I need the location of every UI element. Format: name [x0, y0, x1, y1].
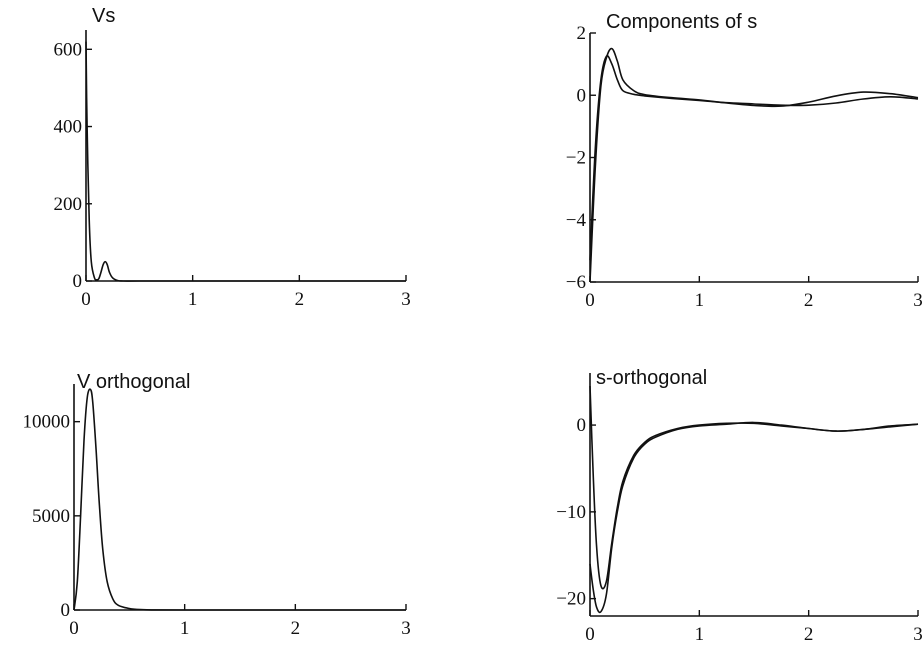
chart-title: Vs [92, 5, 115, 27]
series-line [73, 388, 406, 611]
x-tick-label: 2 [291, 618, 301, 639]
chart-title: s-orthogonal [596, 367, 707, 389]
series-line [589, 47, 919, 283]
x-tick-label: 1 [695, 290, 705, 311]
x-tick-label: 2 [804, 624, 814, 645]
series-line [85, 41, 406, 282]
y-tick-label: 400 [54, 117, 83, 138]
y-tick-label: 600 [54, 39, 83, 60]
x-tick-label: 1 [180, 618, 190, 639]
series-line [589, 385, 919, 590]
y-tick-label: 0 [61, 600, 71, 621]
x-tick-label: 1 [188, 289, 198, 310]
x-tick-label: 3 [401, 289, 411, 310]
x-tick-label: 0 [585, 290, 595, 311]
x-tick-label: 0 [69, 618, 79, 639]
series-line [589, 421, 919, 614]
x-tick-label: 1 [695, 624, 705, 645]
x-tick-label: 3 [913, 624, 922, 645]
chart-panel: Vs 0 1 2 3 0 200 400 600 [54, 5, 411, 310]
y-tick-label: 200 [54, 194, 83, 215]
x-tick-label: 0 [81, 289, 91, 310]
chart-panel: Components of s 0 1 2 3 −6 −4 −2 0 2 [566, 11, 922, 311]
y-tick-label: 5000 [32, 506, 70, 527]
x-tick-label: 3 [913, 290, 922, 311]
x-tick-label: 3 [401, 618, 411, 639]
chart-title: Components of s [606, 11, 757, 33]
y-tick-label: −10 [556, 502, 586, 523]
y-tick-label: 0 [577, 85, 587, 106]
y-tick-label: 0 [577, 415, 587, 436]
y-tick-label: −2 [566, 148, 586, 169]
x-tick-label: 2 [804, 290, 814, 311]
y-tick-label: −6 [566, 272, 586, 293]
y-tick-label: −4 [566, 210, 587, 231]
chart-title: V orthogonal [77, 371, 190, 393]
chart-panel: s-orthogonal 0 1 2 3 −20 −10 0 [556, 367, 922, 645]
series-line [589, 54, 919, 261]
y-tick-label: 0 [73, 271, 83, 292]
y-tick-label: −20 [556, 589, 586, 610]
y-tick-label: 2 [577, 23, 587, 44]
y-tick-label: 10000 [23, 412, 71, 433]
x-tick-label: 0 [585, 624, 595, 645]
chart-panel: V orthogonal 0 1 2 3 0 5000 10000 [23, 371, 411, 639]
x-tick-label: 2 [295, 289, 305, 310]
